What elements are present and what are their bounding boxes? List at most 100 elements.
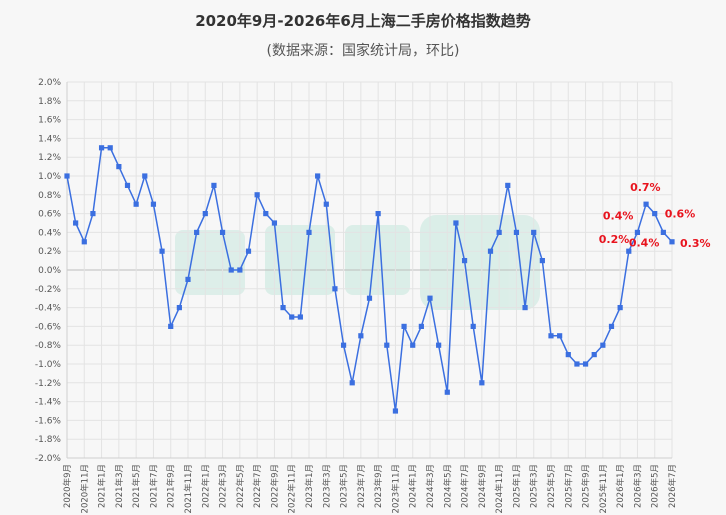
x-tick-label: 2023年7月 [356,464,367,508]
y-tick-label: -1.8% [35,435,62,445]
data-point [211,182,217,188]
x-tick-label: 2022年9月 [269,464,280,508]
x-tick-label: 2024年3月 [425,464,436,508]
data-point [90,211,96,217]
data-point [513,229,520,235]
x-tick-label: 2024年7月 [460,464,471,508]
data-point [617,305,623,311]
data-point [375,211,381,217]
x-tick-label: 2021年11月 [183,464,194,513]
x-tick-label: 2022年3月 [218,464,229,508]
data-point [660,229,666,235]
data-point [539,258,545,264]
x-tick-label: 2026年7月 [667,464,678,508]
x-tick-label: 2021年1月 [97,464,108,508]
y-tick-label: -2.0% [35,454,62,464]
data-point [271,220,278,226]
data-point [461,258,468,264]
data-point [289,314,295,320]
data-label: 0.6% [665,208,696,221]
watermark-box [420,215,540,310]
data-point [366,295,373,301]
x-tick-label: 2026年5月 [650,464,661,508]
x-tick-label: 2023年5月 [339,464,350,508]
x-tick-label: 2025年3月 [529,464,540,508]
data-point [133,201,139,207]
y-tick-label: 1.2% [38,153,61,163]
y-tick-label: 1.8% [38,97,61,107]
x-tick-label: 2023年1月 [304,464,315,508]
watermark-glyph [265,225,335,295]
y-tick-label: -1.0% [35,360,62,370]
data-point [557,333,563,339]
x-tick-label: 2026年3月 [632,464,643,508]
data-label: 0.4% [629,236,660,249]
data-point [418,323,424,329]
data-point [548,333,554,339]
data-point [228,267,234,273]
data-point [669,239,675,245]
x-tick-label: 2025年11月 [598,464,609,513]
y-tick-label: -0.8% [35,341,62,351]
data-point [358,333,364,339]
data-point [185,276,191,282]
x-tick-label: 2025年1月 [511,464,522,508]
chart-subtitle: (数据来源：国家统计局，环比) [266,43,460,59]
x-tick-label: 2022年1月 [200,464,211,508]
x-tick-label: 2021年5月 [131,464,142,508]
data-point [531,229,537,235]
data-point [107,145,113,151]
y-tick-label: -1.4% [35,398,62,408]
data-point [591,352,597,358]
x-tick-label: 2021年7月 [148,464,159,508]
data-point [237,267,243,273]
data-point [349,380,355,386]
y-tick-label: 2.0% [38,78,61,88]
x-tick-label: 2023年11月 [390,464,401,513]
x-tick-label: 2021年3月 [114,464,125,508]
data-point [245,248,252,254]
data-point [626,248,632,254]
data-point [315,173,321,179]
data-point [401,323,407,329]
data-point [202,211,208,217]
data-point [323,201,329,207]
x-tick-label: 2023年3月 [321,464,332,508]
data-point [574,361,580,367]
data-point [219,229,226,235]
chart-title: 2020年9月-2026年6月上海二手房价格指数趋势 [195,12,531,30]
x-tick-label: 2024年1月 [408,464,419,508]
x-tick-label: 2022年11月 [287,464,298,513]
y-tick-label: -0.4% [35,304,62,314]
data-point [150,201,157,207]
data-point [652,211,658,217]
data-point [634,229,641,235]
y-tick-label: 0.0% [38,266,61,276]
data-point [522,305,528,311]
y-tick-label: 0.2% [38,247,61,257]
data-point [444,389,450,395]
data-point [306,229,312,235]
x-tick-label: 2023年9月 [373,464,384,508]
data-point [116,164,122,170]
data-point [340,342,347,348]
data-point [280,305,286,311]
data-point [565,352,571,358]
data-label: 0.2% [599,233,630,246]
data-point [263,211,269,217]
x-tick-label: 2025年9月 [581,464,592,508]
x-tick-label: 2025年7月 [563,464,574,508]
data-point [427,295,433,301]
data-label: 0.4% [603,209,634,222]
x-tick-label: 2022年7月 [252,464,263,508]
y-tick-label: -1.6% [35,416,62,426]
data-point [643,201,649,207]
data-point [496,229,502,235]
data-point [176,305,182,311]
data-point [64,173,70,179]
data-point [73,220,79,226]
y-tick-label: -0.6% [35,322,62,332]
data-point [392,408,399,414]
x-tick-label: 2020年9月 [62,464,73,508]
